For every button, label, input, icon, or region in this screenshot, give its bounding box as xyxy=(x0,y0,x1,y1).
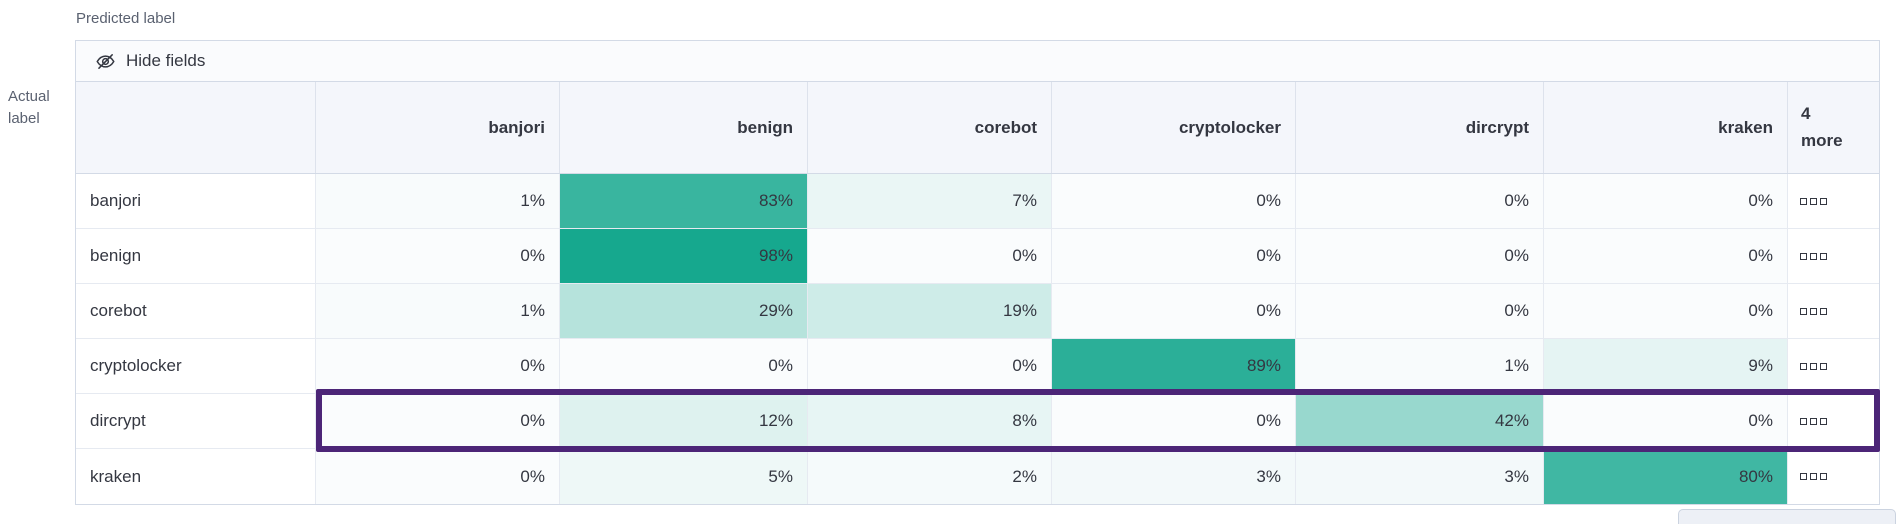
value-cell[interactable]: 0% xyxy=(1052,284,1296,338)
confusion-matrix-grid: Hide fields banjori benign corebot crypt… xyxy=(75,40,1880,505)
table-row: banjori 1% 83% 7% 0% 0% 0% xyxy=(76,174,1879,229)
value-cell[interactable]: 0% xyxy=(1052,394,1296,448)
predicted-axis-label: Predicted label xyxy=(76,10,176,27)
boxes-horizontal-icon xyxy=(1800,197,1827,205)
more-columns-cell[interactable] xyxy=(1788,449,1879,504)
column-header-kraken[interactable]: kraken xyxy=(1544,82,1788,173)
column-header-corebot[interactable]: corebot xyxy=(808,82,1052,173)
value-cell[interactable]: 0% xyxy=(1544,174,1788,228)
value-cell[interactable]: 9% xyxy=(1544,339,1788,393)
value-cell[interactable]: 0% xyxy=(1296,174,1544,228)
value-cell[interactable]: 3% xyxy=(1052,449,1296,504)
row-label-cell[interactable]: banjori xyxy=(76,174,316,228)
grid-header: banjori benign corebot cryptolocker dirc… xyxy=(76,82,1879,174)
column-header-banjori[interactable]: banjori xyxy=(316,82,560,173)
value-cell[interactable]: 7% xyxy=(808,174,1052,228)
value-cell[interactable]: 0% xyxy=(1296,284,1544,338)
bottom-right-partial-control[interactable] xyxy=(1678,509,1896,524)
value-cell[interactable]: 1% xyxy=(1296,339,1544,393)
value-cell[interactable]: 42% xyxy=(1296,394,1544,448)
boxes-horizontal-icon xyxy=(1800,307,1827,315)
value-cell[interactable]: 5% xyxy=(560,449,808,504)
column-header-more[interactable]: 4 more xyxy=(1801,104,1843,150)
boxes-horizontal-icon xyxy=(1800,473,1827,480)
table-row: benign 0% 98% 0% 0% 0% 0% xyxy=(76,229,1879,284)
value-cell[interactable]: 98% xyxy=(560,229,808,283)
column-header-cryptolocker[interactable]: cryptolocker xyxy=(1052,82,1296,173)
header-corner-cell xyxy=(76,82,316,173)
hide-fields-label: Hide fields xyxy=(126,51,206,70)
value-cell[interactable]: 0% xyxy=(316,449,560,504)
value-cell[interactable]: 0% xyxy=(808,339,1052,393)
value-cell[interactable]: 29% xyxy=(560,284,808,338)
more-columns-cell[interactable] xyxy=(1788,284,1879,338)
value-cell[interactable]: 2% xyxy=(808,449,1052,504)
value-cell[interactable]: 1% xyxy=(316,174,560,228)
more-columns-cell[interactable] xyxy=(1788,339,1879,393)
boxes-horizontal-icon xyxy=(1800,252,1827,260)
table-row: cryptolocker 0% 0% 0% 89% 1% 9% xyxy=(76,339,1879,394)
grid-toolbar: Hide fields xyxy=(76,41,1879,82)
row-label-cell[interactable]: dircrypt xyxy=(76,394,316,448)
value-cell[interactable]: 0% xyxy=(1296,229,1544,283)
grid-body: banjori 1% 83% 7% 0% 0% 0% benign 0% 98% 0% 0% 0% 0% c… xyxy=(76,174,1880,504)
value-cell[interactable]: 0% xyxy=(560,339,808,393)
value-cell[interactable]: 12% xyxy=(560,394,808,448)
value-cell[interactable]: 0% xyxy=(808,229,1052,283)
value-cell[interactable]: 0% xyxy=(1544,284,1788,338)
column-header-benign[interactable]: benign xyxy=(560,82,808,173)
row-label-cell[interactable]: benign xyxy=(76,229,316,283)
more-columns-cell[interactable] xyxy=(1788,174,1879,228)
row-label-cell[interactable]: kraken xyxy=(76,449,316,504)
row-label-cell[interactable]: corebot xyxy=(76,284,316,338)
table-row: kraken 0% 5% 2% 3% 3% 80% xyxy=(76,449,1879,504)
row-label-cell[interactable]: cryptolocker xyxy=(76,339,316,393)
value-cell[interactable]: 3% xyxy=(1296,449,1544,504)
value-cell[interactable]: 89% xyxy=(1052,339,1296,393)
value-cell[interactable]: 0% xyxy=(1544,229,1788,283)
actual-axis-label: Actual label xyxy=(8,88,50,127)
value-cell[interactable]: 0% xyxy=(316,229,560,283)
value-cell[interactable]: 0% xyxy=(1052,229,1296,283)
value-cell[interactable]: 0% xyxy=(1544,394,1788,448)
value-cell[interactable]: 1% xyxy=(316,284,560,338)
value-cell[interactable]: 19% xyxy=(808,284,1052,338)
value-cell[interactable]: 83% xyxy=(560,174,808,228)
table-row: corebot 1% 29% 19% 0% 0% 0% xyxy=(76,284,1879,339)
column-header-dircrypt[interactable]: dircrypt xyxy=(1296,82,1544,173)
hide-fields-button[interactable]: Hide fields xyxy=(95,51,205,72)
more-columns-cell[interactable] xyxy=(1788,394,1879,448)
value-cell[interactable]: 0% xyxy=(1052,174,1296,228)
eye-closed-icon xyxy=(95,51,116,72)
boxes-horizontal-icon xyxy=(1800,417,1827,425)
value-cell[interactable]: 8% xyxy=(808,394,1052,448)
more-columns-cell[interactable] xyxy=(1788,229,1879,283)
boxes-horizontal-icon xyxy=(1800,362,1827,370)
value-cell[interactable]: 0% xyxy=(316,394,560,448)
table-row: dircrypt 0% 12% 8% 0% 42% 0% xyxy=(76,389,1880,452)
value-cell[interactable]: 80% xyxy=(1544,449,1788,504)
value-cell[interactable]: 0% xyxy=(316,339,560,393)
